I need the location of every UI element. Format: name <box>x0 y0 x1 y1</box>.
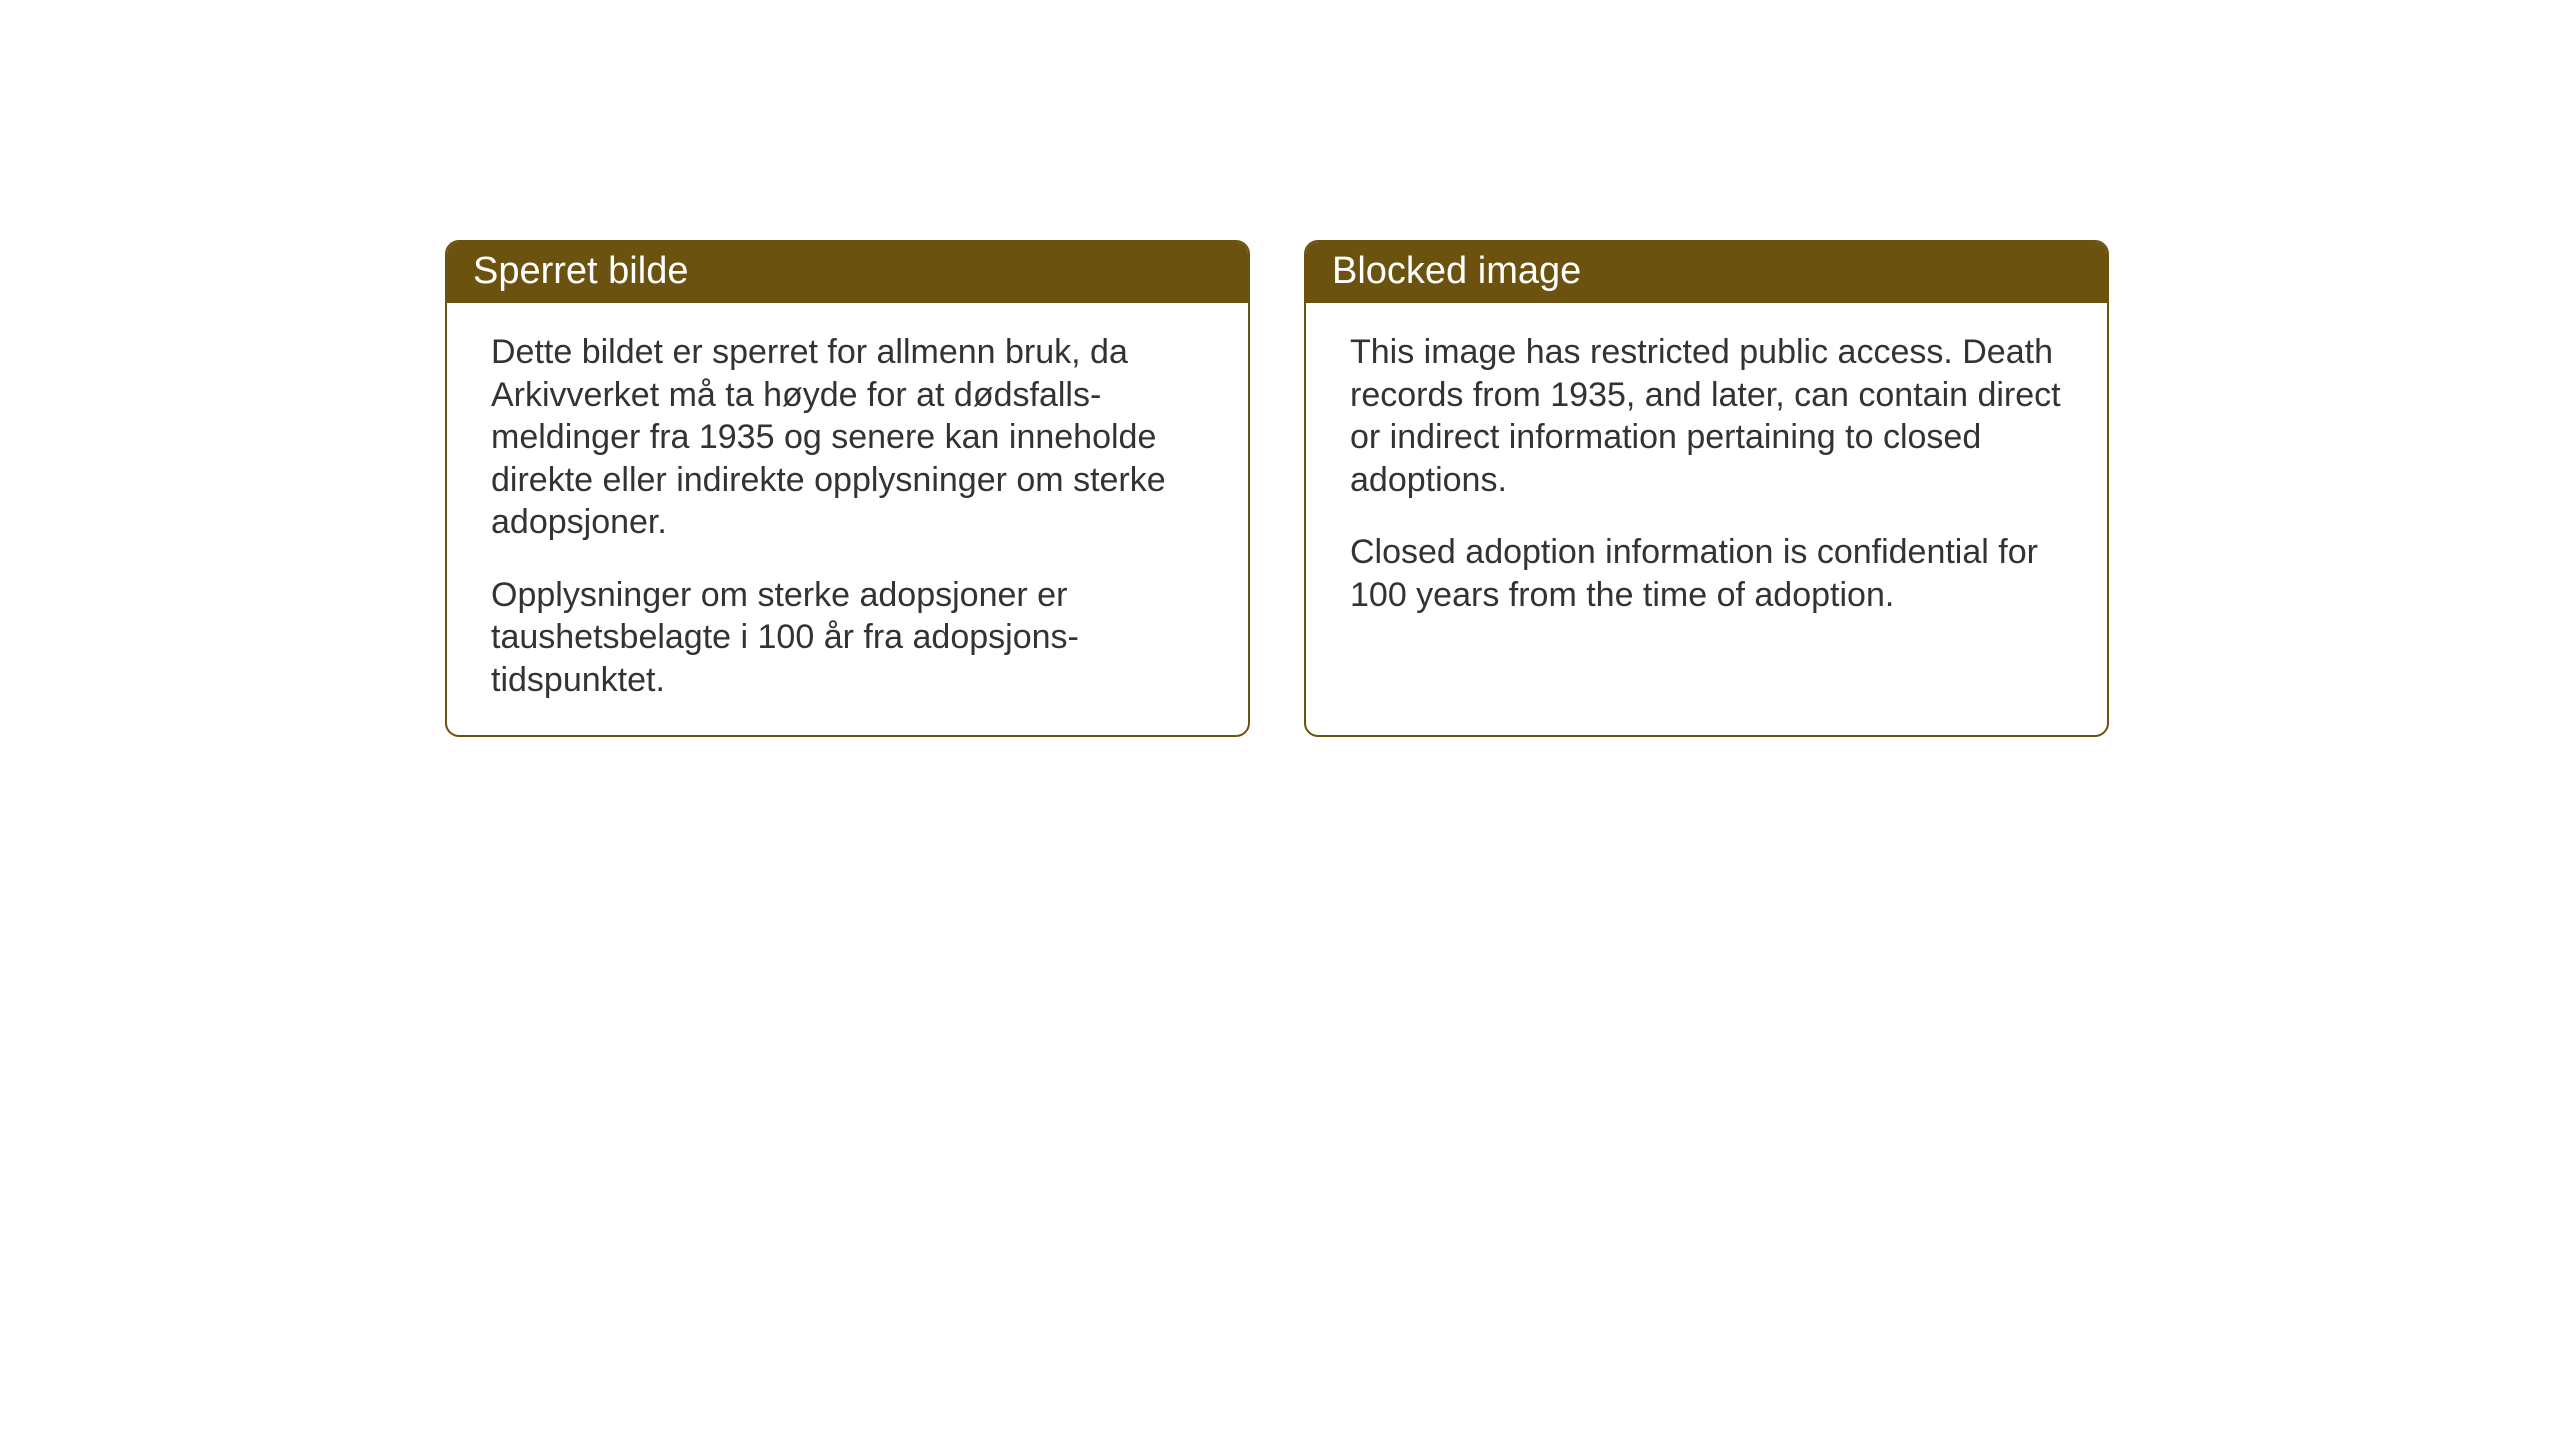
english-notice-card: Blocked image This image has restricted … <box>1304 240 2109 737</box>
norwegian-card-body: Dette bildet er sperret for allmenn bruk… <box>447 303 1248 735</box>
norwegian-notice-card: Sperret bilde Dette bildet er sperret fo… <box>445 240 1250 737</box>
english-card-header: Blocked image <box>1306 242 2107 303</box>
english-paragraph-2: Closed adoption information is confident… <box>1350 531 2063 616</box>
english-paragraph-1: This image has restricted public access.… <box>1350 331 2063 501</box>
norwegian-header-text: Sperret bilde <box>473 250 688 292</box>
norwegian-paragraph-1: Dette bildet er sperret for allmenn bruk… <box>491 331 1204 544</box>
notice-cards-container: Sperret bilde Dette bildet er sperret fo… <box>445 240 2109 737</box>
english-card-body: This image has restricted public access.… <box>1306 303 2107 693</box>
norwegian-card-header: Sperret bilde <box>447 242 1248 303</box>
english-header-text: Blocked image <box>1332 250 1581 292</box>
norwegian-paragraph-2: Opplysninger om sterke adopsjoner er tau… <box>491 574 1204 702</box>
